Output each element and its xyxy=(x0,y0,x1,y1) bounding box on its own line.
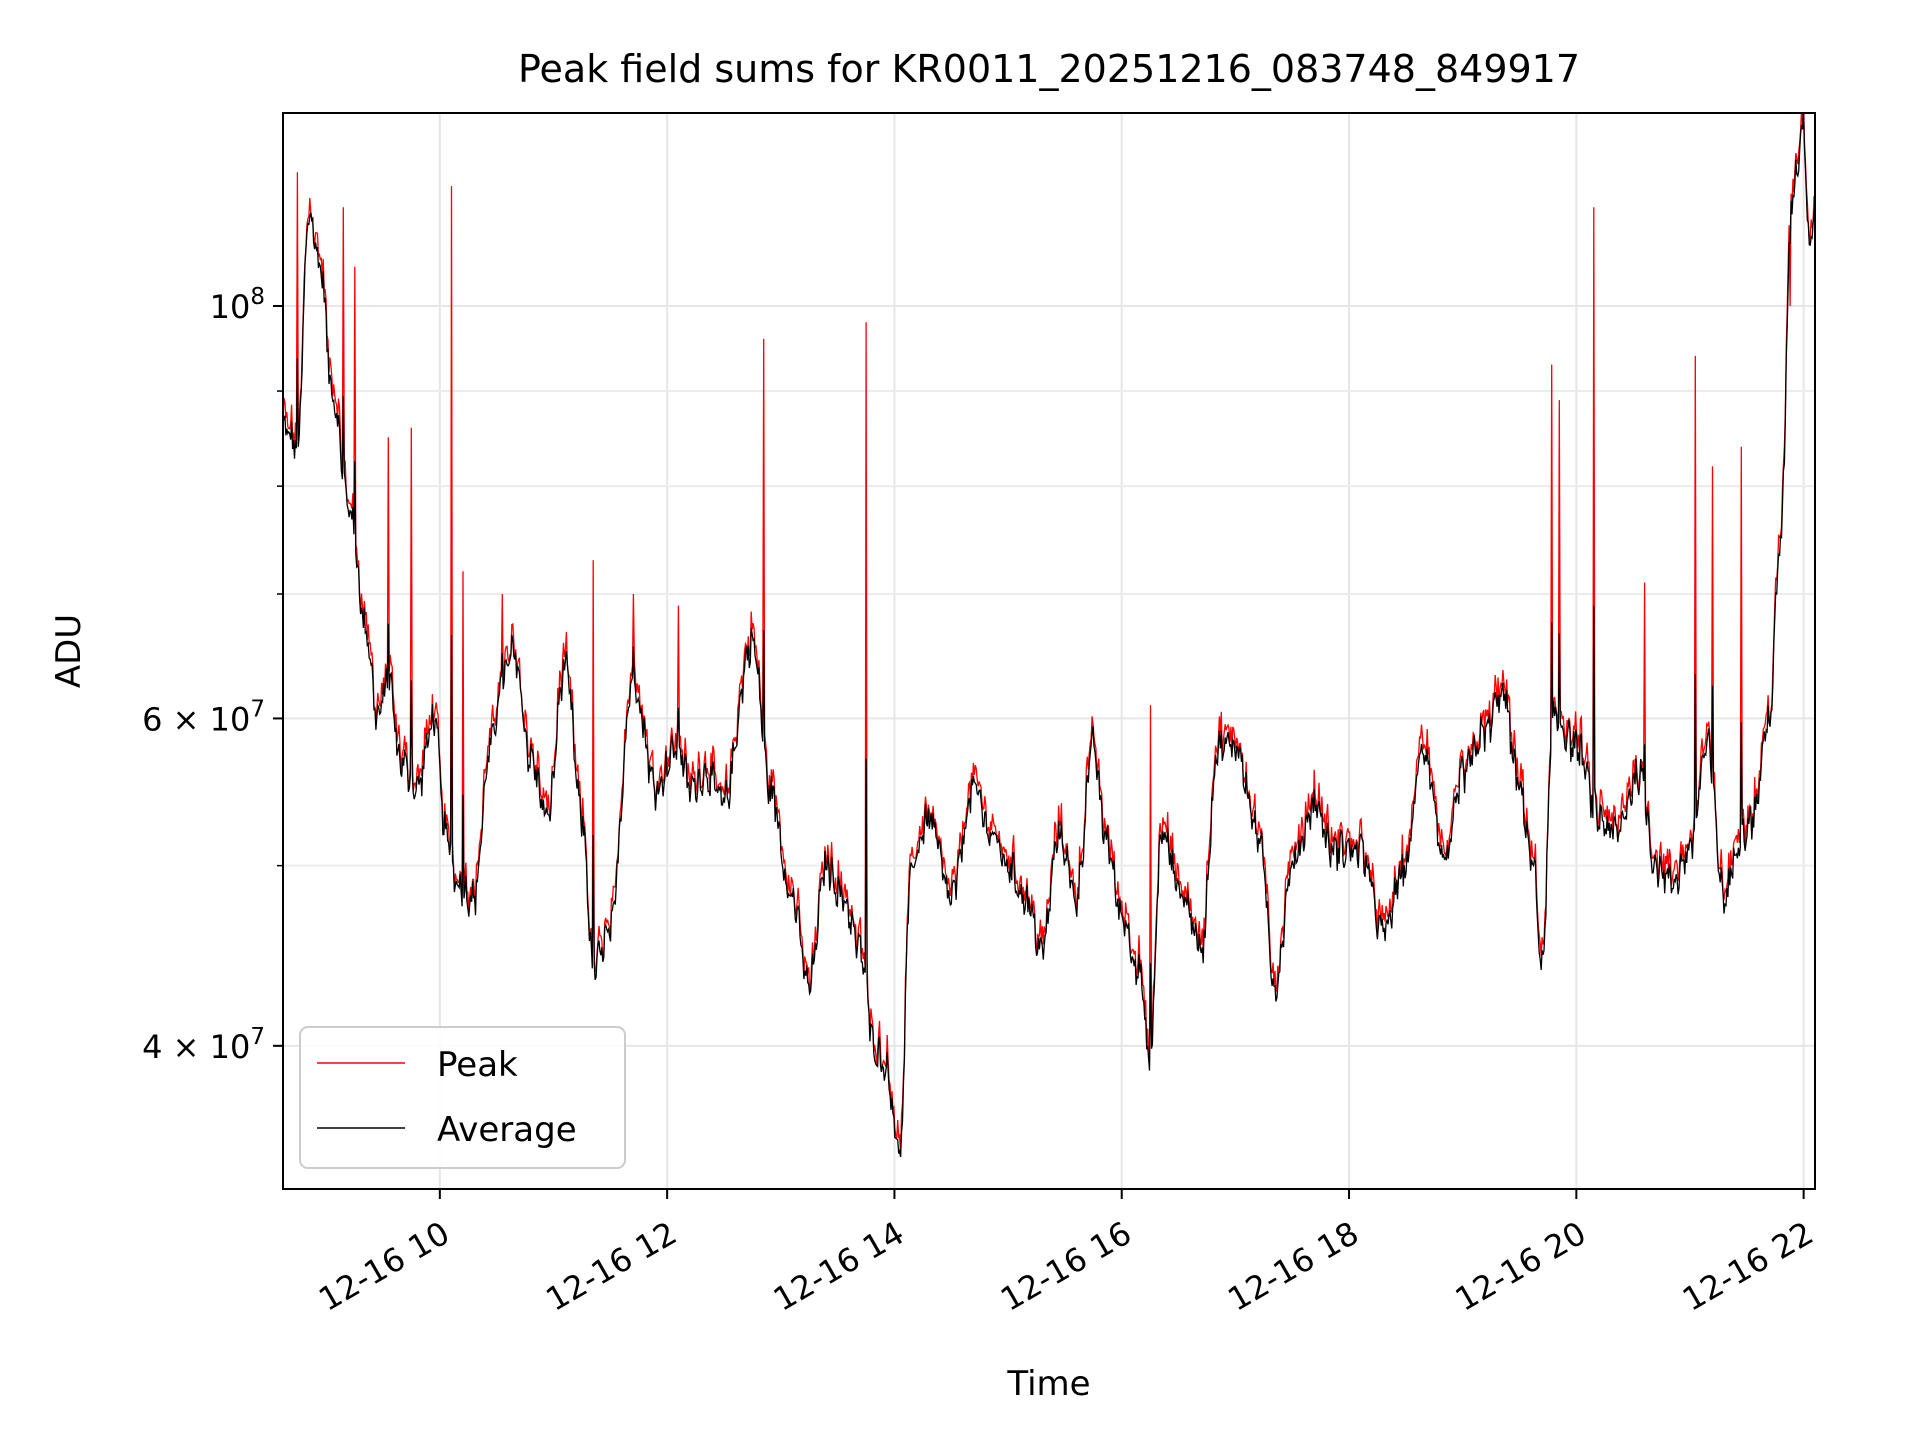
legend: Peak Average xyxy=(299,1026,626,1169)
y-tick-label: 108 xyxy=(210,284,265,326)
y-tick-label: 6 × 107 xyxy=(142,696,265,738)
legend-label-peak: Peak xyxy=(437,1045,518,1085)
y-axis: 108 6 × 107 4 × 107 xyxy=(142,284,283,1066)
legend-label-average: Average xyxy=(437,1110,577,1150)
plot-frame xyxy=(282,112,1816,1190)
y-tick-label: 4 × 107 xyxy=(142,1024,265,1066)
plot-area xyxy=(283,113,1815,1158)
series-peak-line xyxy=(283,113,1815,1157)
y-axis-label: ADU xyxy=(49,614,89,688)
series-average-line xyxy=(283,113,1815,1158)
chart-title: Peak field sums for KR0011_20251216_0837… xyxy=(518,47,1580,91)
x-axis-label: Time xyxy=(1006,1364,1090,1404)
